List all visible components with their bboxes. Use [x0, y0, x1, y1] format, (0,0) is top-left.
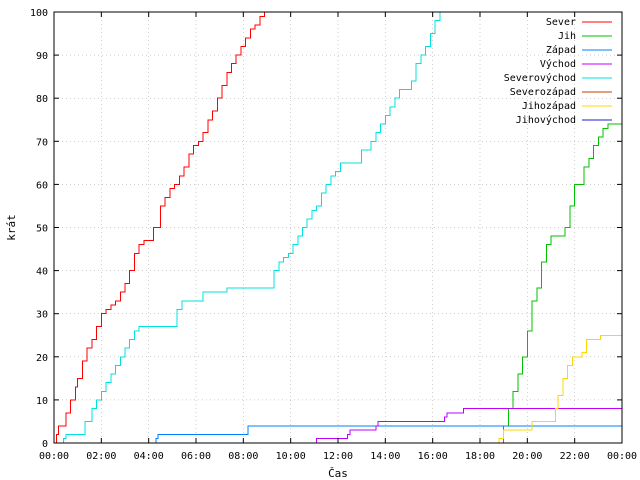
y-tick-label: 50	[36, 224, 48, 235]
legend-label: Východ	[540, 58, 576, 70]
x-tick-label: 06:00	[181, 451, 211, 462]
series-line-jih	[54, 123, 622, 444]
x-tick-label: 16:00	[418, 451, 448, 462]
y-tick-label: 60	[36, 180, 48, 191]
legend-label: Severozápad	[510, 86, 576, 98]
x-tick-label: 00:00	[607, 451, 637, 462]
series-line-severovychod	[54, 12, 441, 444]
y-tick-label: 0	[42, 439, 48, 450]
x-axis-tick-labels: 00:00 02:00 04:00 06:00 08:00 10:00 12:00 14:00…	[39, 451, 637, 462]
legend: Sever Jih Západ Východ Severovýchod Severozáp…	[504, 17, 612, 126]
x-tick-label: 14:00	[370, 451, 400, 462]
x-tick-label: 12:00	[323, 451, 353, 462]
x-tick-label: 18:00	[465, 451, 495, 462]
y-tick-label: 70	[36, 137, 48, 148]
x-tick-label: 10:00	[276, 451, 306, 462]
x-tick-label: 08:00	[228, 451, 258, 462]
y-tick-label: 20	[36, 353, 48, 364]
x-tick-label: 00:00	[39, 451, 69, 462]
legend-label: Jih	[558, 31, 576, 42]
x-tick-label: 02:00	[86, 451, 116, 462]
y-tick-label: 10	[36, 396, 48, 407]
y-axis-tick-labels: 0 10 20 30 40 50 60 70 80 90 100	[30, 8, 48, 450]
legend-label: Jihozápad	[522, 100, 576, 112]
x-tick-label: 20:00	[512, 451, 542, 462]
y-tick-label: 100	[30, 8, 48, 19]
y-tick-label: 80	[36, 94, 48, 105]
grid-lines	[54, 12, 622, 443]
legend-label: Jihovýchod	[516, 114, 576, 126]
x-tick-label: 04:00	[134, 451, 164, 462]
axis-ticks	[53, 11, 623, 444]
y-tick-label: 40	[36, 267, 48, 278]
y-axis-label: krát	[5, 214, 18, 241]
series-line-sever	[54, 12, 266, 444]
y-tick-label: 90	[36, 51, 48, 62]
x-axis-label: Čas	[328, 467, 348, 480]
legend-label: Sever	[546, 17, 576, 28]
legend-label: Západ	[546, 44, 576, 56]
series-line-jihozapad	[54, 334, 622, 444]
series-line-zapad	[54, 425, 622, 444]
series-line-vychod	[54, 408, 622, 444]
y-tick-label: 30	[36, 310, 48, 321]
x-tick-label: 22:00	[560, 451, 590, 462]
legend-label: Severovýchod	[504, 72, 576, 84]
